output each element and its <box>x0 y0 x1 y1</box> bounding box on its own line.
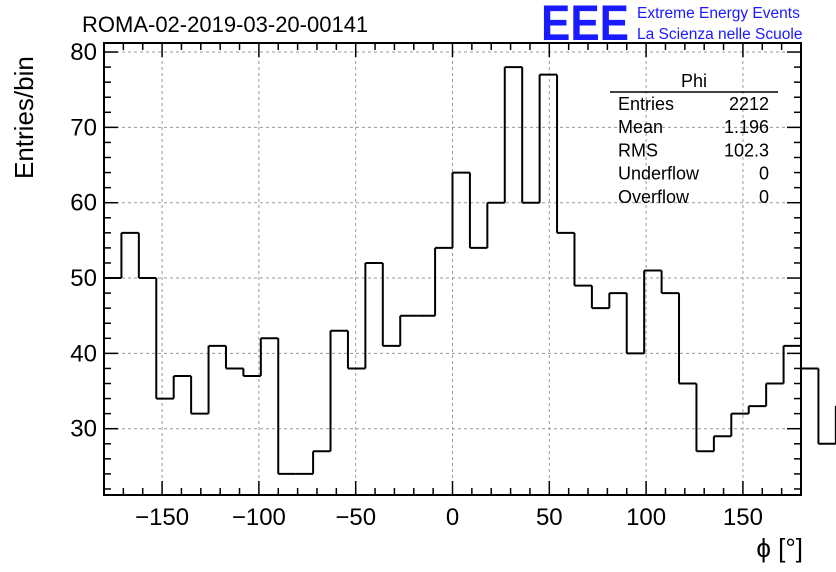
logo-tagline-2: La Scienza nelle Scuole <box>637 26 802 43</box>
x-tick-label: 100 <box>626 504 666 531</box>
stats-label: RMS <box>618 140 658 160</box>
x-tick-label: 0 <box>446 504 459 531</box>
run-title: ROMA-02-2019-03-20-00141 <box>82 12 368 37</box>
stats-box: Phi Entries 2212 Mean 1.196 RMS 102.3 Underflow… <box>610 71 778 207</box>
x-tick-labels: −150 −100 −50 0 50 100 150 <box>135 504 763 531</box>
stats-label: Entries <box>618 94 674 114</box>
y-tick-labels: 30 40 50 60 70 80 <box>70 39 97 443</box>
stats-value: 0 <box>759 187 769 207</box>
y-tick-label: 70 <box>70 114 97 141</box>
y-tick-label: 40 <box>70 340 97 367</box>
x-tick-label: 150 <box>723 504 763 531</box>
stats-title: Phi <box>681 71 707 91</box>
y-tick-label: 80 <box>70 39 97 66</box>
stats-label: Mean <box>618 117 663 137</box>
stats-label: Underflow <box>618 164 700 184</box>
y-axis-title: Entries/bin <box>9 56 39 179</box>
x-tick-label: 50 <box>536 504 563 531</box>
x-axis-title: ϕ [°] <box>756 533 803 563</box>
y-tick-label: 30 <box>70 416 97 443</box>
x-tick-label: −50 <box>335 504 376 531</box>
logo-tagline-1: Extreme Energy Events <box>637 5 800 22</box>
x-tick-label: −150 <box>135 504 189 531</box>
stats-label: Overflow <box>618 187 690 207</box>
stats-value: 1.196 <box>724 117 769 137</box>
stats-value: 102.3 <box>724 140 769 160</box>
axis-ticks <box>103 43 802 495</box>
y-tick-label: 60 <box>70 190 97 217</box>
stats-value: 2212 <box>729 94 769 114</box>
x-tick-label: −100 <box>232 504 286 531</box>
stats-value: 0 <box>759 164 769 184</box>
histogram-series <box>104 66 836 475</box>
y-tick-label: 50 <box>70 265 97 292</box>
